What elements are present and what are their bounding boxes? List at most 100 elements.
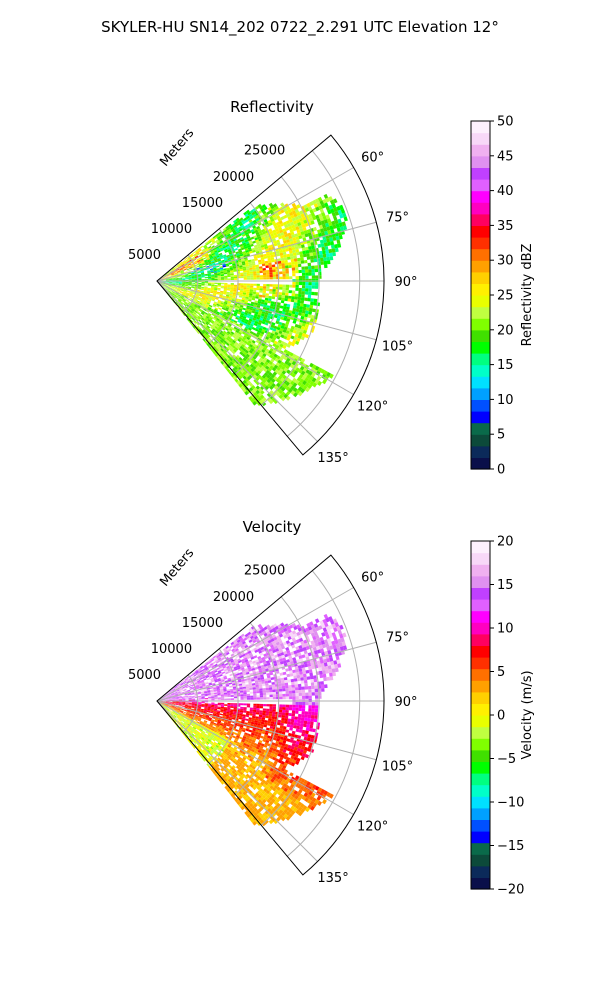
colorbar-swatch (471, 213, 490, 226)
field-gate (196, 293, 200, 296)
field-gate (295, 696, 299, 700)
field-gate (192, 671, 196, 675)
field-gate (292, 329, 297, 334)
field-gate (307, 206, 313, 211)
field-gate (243, 270, 247, 273)
field-gate (208, 298, 212, 301)
field-gate (244, 668, 249, 671)
azimuth-tick-label: 120° (357, 400, 388, 415)
field-gate (177, 271, 181, 274)
field-gate (248, 299, 252, 302)
field-gate (324, 202, 329, 208)
field-gate (208, 328, 212, 332)
field-gate (253, 302, 258, 306)
field-gate (199, 294, 203, 297)
field-gate (329, 619, 335, 625)
field-gate (231, 363, 236, 368)
field-gate (212, 683, 216, 686)
field-gate (308, 291, 312, 295)
field-gate (169, 281, 173, 283)
field-gate (297, 391, 303, 397)
velocity-field (158, 613, 348, 827)
field-gate (304, 686, 309, 690)
field-gate (278, 310, 283, 314)
field-gate (246, 289, 250, 292)
field-gate (200, 252, 204, 255)
field-gate (243, 637, 248, 641)
field-gate (258, 347, 263, 352)
field-gate (185, 685, 189, 688)
field-gate (309, 318, 314, 323)
field-gate (238, 310, 242, 313)
field-gate (223, 289, 227, 292)
field-gate (193, 259, 197, 262)
field-gate (250, 321, 255, 325)
field-gate (162, 697, 166, 699)
field-gate (239, 265, 243, 268)
field-gate (165, 279, 169, 280)
field-gate (221, 664, 226, 668)
field-gate (240, 644, 245, 649)
field-gate (203, 245, 208, 249)
field-gate (234, 641, 239, 645)
field-gate (307, 652, 312, 657)
field-gate (219, 294, 223, 297)
field-gate (265, 293, 269, 296)
field-gate (310, 259, 314, 263)
field-gate (311, 643, 316, 648)
field-gate (306, 256, 311, 260)
field-gate (210, 288, 215, 290)
field-gate (233, 358, 237, 363)
field-gate (249, 307, 253, 311)
field-gate (178, 285, 182, 287)
field-gate (240, 639, 245, 643)
field-gate (252, 295, 256, 299)
field-gate (210, 269, 214, 272)
field-gate (268, 350, 273, 355)
field-gate (200, 306, 204, 310)
field-gate (277, 664, 282, 669)
field-gate (324, 622, 329, 628)
field-gate (176, 289, 181, 292)
field-gate (182, 299, 186, 302)
field-gate (220, 655, 225, 659)
field-gate (213, 676, 217, 679)
field-gate (266, 637, 271, 642)
field-gate (260, 244, 265, 248)
field-gate (200, 290, 204, 293)
field-gate (201, 668, 206, 672)
field-gate (294, 653, 299, 658)
field-gate (192, 325, 196, 329)
field-gate (255, 205, 260, 210)
field-gate (290, 342, 296, 347)
field-gate (337, 638, 342, 644)
field-gate (325, 253, 330, 258)
field-gate (180, 301, 184, 305)
field-gate (286, 673, 291, 678)
field-gate (169, 270, 173, 273)
field-gate (183, 262, 187, 265)
field-gate (287, 362, 292, 367)
field-gate (285, 712, 289, 716)
field-gate (269, 692, 273, 695)
field-gate (274, 212, 279, 217)
field-gate (300, 231, 305, 236)
field-gate (178, 279, 183, 281)
field-gate (312, 627, 317, 633)
field-gate (298, 217, 304, 222)
field-gate (220, 235, 225, 239)
field-gate (291, 681, 295, 685)
field-gate (260, 234, 265, 239)
field-gate (228, 298, 232, 301)
field-gate (169, 690, 173, 693)
field-gate (296, 624, 301, 629)
field-gate (312, 308, 316, 313)
field-gate (185, 678, 189, 682)
field-gate (219, 319, 223, 323)
field-gate (235, 307, 240, 311)
field-gate (200, 272, 205, 274)
field-gate (182, 260, 186, 264)
field-gate (254, 649, 259, 653)
field-gate (297, 334, 302, 339)
field-gate (200, 689, 204, 692)
